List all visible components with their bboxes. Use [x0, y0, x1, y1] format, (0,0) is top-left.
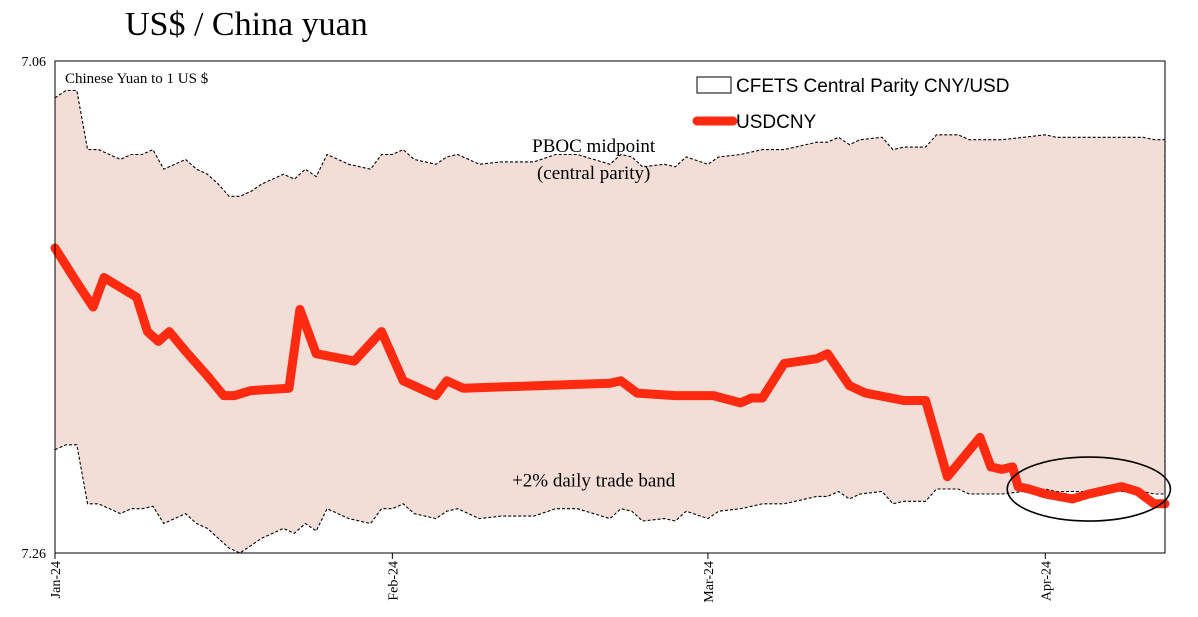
x-tick-label: Jan-24	[49, 561, 64, 598]
chart-text: Chinese Yuan to 1 US $ 7.06 7.26 Jan-24 F…	[22, 55, 1055, 603]
page-title: US$ / China yuan	[125, 6, 368, 43]
plot-area	[50, 89, 1172, 554]
x-tick-label: Mar-24	[702, 561, 717, 603]
legend-label-cfets: CFETS Central Parity CNY/USD	[736, 76, 1009, 97]
y-tick-label-top: 7.06	[22, 55, 47, 70]
units-label: Chinese Yuan to 1 US $	[65, 71, 209, 87]
trade-band-area	[55, 90, 1165, 553]
usdcny-line	[50, 243, 1170, 509]
x-tick-label: Feb-24	[386, 561, 401, 601]
legend: CFETS Central Parity CNY/USD USDCNY	[692, 76, 1009, 133]
cfets-central-parity-line	[54, 89, 1165, 197]
trade-band-lower-line	[54, 444, 1165, 554]
legend-item-usdcny: USDCNY	[692, 112, 817, 133]
highlight-ellipse	[1006, 456, 1172, 522]
plot-frame	[54, 60, 1166, 554]
legend-item-cfets: CFETS Central Parity CNY/USD	[696, 76, 1009, 97]
annotation-label: (central parity)	[537, 163, 650, 184]
legend-swatch-cfets	[696, 76, 732, 94]
axes	[54, 60, 1166, 559]
y-tick-label-bottom: 7.26	[22, 547, 47, 562]
x-tick-label: Apr-24	[1039, 561, 1054, 601]
annotation-label: +2% daily trade band	[512, 471, 676, 492]
legend-label-usdcny: USDCNY	[736, 112, 817, 133]
annotation-label: PBOC midpoint	[532, 136, 656, 157]
